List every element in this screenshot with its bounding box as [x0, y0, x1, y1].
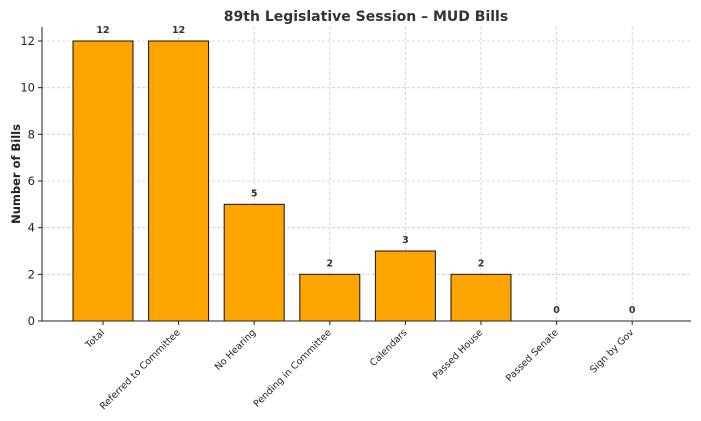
- data-label: 3: [402, 235, 409, 246]
- bar: [450, 273, 512, 322]
- bar: [72, 40, 134, 322]
- data-label: 12: [96, 25, 109, 36]
- data-label: 12: [172, 25, 185, 36]
- bar: [299, 273, 361, 322]
- y-tick-label: 10: [20, 81, 35, 95]
- y-tick-label: 4: [28, 221, 35, 235]
- y-tick-label: 6: [28, 174, 35, 188]
- x-tick-label: Sign by Gov: [588, 327, 636, 375]
- bar: [223, 203, 285, 322]
- grid-layer: [42, 27, 691, 322]
- bar: [374, 250, 436, 322]
- x-tick-label: Total: [83, 327, 107, 351]
- data-label: 0: [553, 305, 560, 316]
- data-label: 2: [478, 258, 485, 269]
- x-tick-label: Pending in Committee: [252, 327, 334, 409]
- y-axis-label: Number of Bills: [9, 124, 23, 224]
- data-label: 2: [326, 258, 333, 269]
- y-tick-label: 8: [28, 127, 35, 141]
- y-tick-label: 0: [28, 314, 35, 328]
- bars-layer: [72, 40, 512, 322]
- x-tick-label: Referred to Committee: [98, 327, 183, 412]
- data-label: 0: [629, 305, 636, 316]
- data-label: 5: [251, 188, 258, 199]
- axes-layer: [38, 27, 691, 325]
- y-tick-label: 12: [20, 34, 35, 48]
- x-tick-label: Passed House: [431, 327, 485, 381]
- bar: [148, 40, 210, 322]
- y-tick-label: 2: [28, 267, 35, 281]
- x-tick-label: Passed Senate: [504, 327, 561, 384]
- x-tick-label: Calendars: [368, 327, 410, 369]
- x-tick-label: No Hearing: [213, 327, 259, 373]
- chart-title: 89th Legislative Session – MUD Bills: [224, 9, 508, 25]
